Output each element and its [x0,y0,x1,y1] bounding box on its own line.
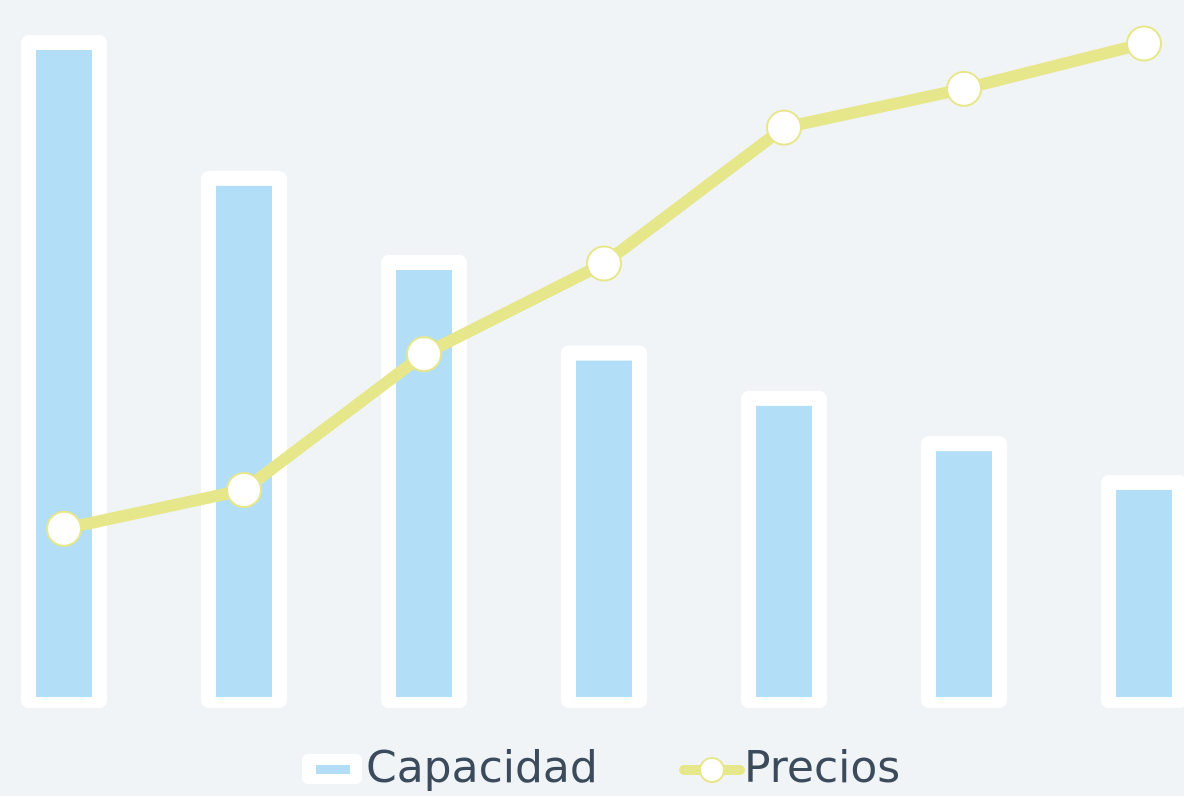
legend-label: Capacidad [366,742,598,793]
line-marker [406,336,442,373]
line-marker [46,510,82,547]
line-marker [226,471,262,508]
legend-swatch [316,765,350,774]
bar [756,405,812,697]
legend-swatch [699,757,725,783]
line-marker [586,245,622,282]
legend-label: Precios [744,742,900,793]
bar [576,360,632,697]
line-marker [946,70,982,107]
line-marker [766,109,802,146]
bar [396,269,452,697]
bar [36,50,92,697]
bar [216,185,272,697]
bar [936,451,992,697]
bar [1116,489,1172,697]
line-marker [1126,25,1162,62]
